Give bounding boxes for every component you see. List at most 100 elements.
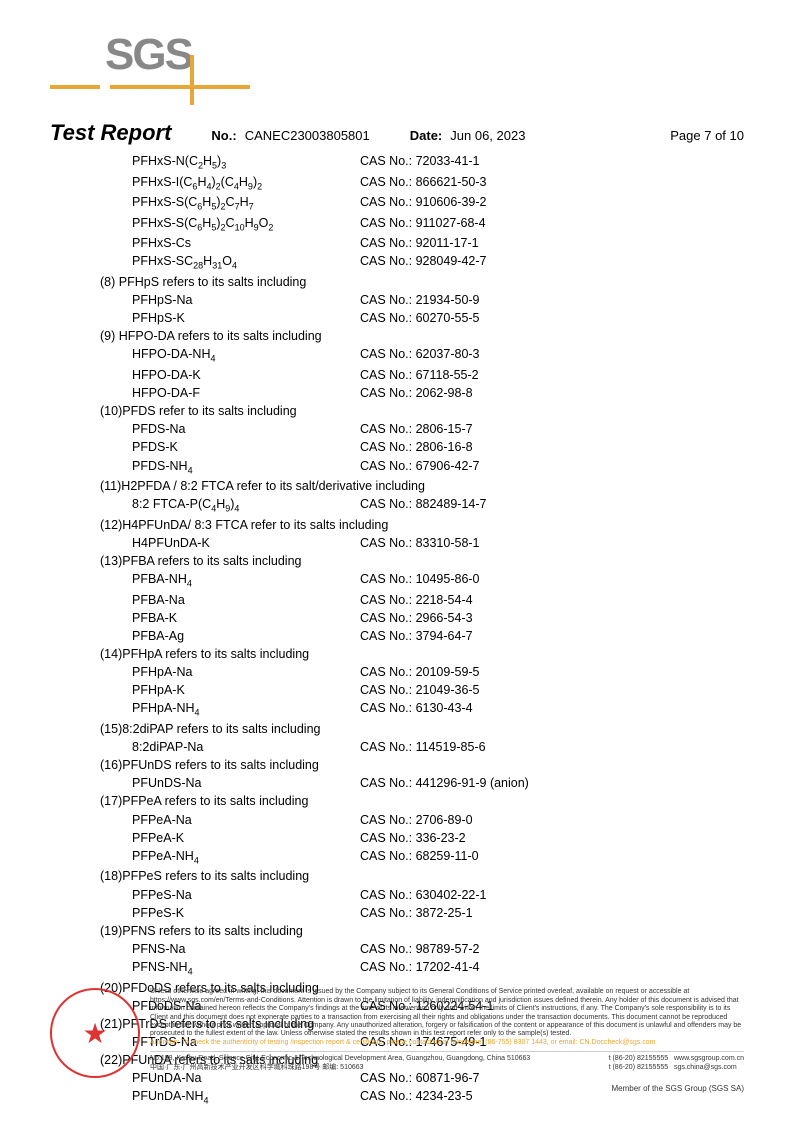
- cas-number: CAS No.: 6130-43-4: [360, 699, 473, 720]
- cas-number: CAS No.: 2062-98-8: [360, 384, 473, 402]
- member-line: Member of the SGS Group (SGS SA): [50, 1084, 744, 1094]
- section-head: (12)H4PFUnDA/ 8:3 FTCA refer to its salt…: [100, 516, 744, 534]
- cas-number: CAS No.: 2806-15-7: [360, 420, 473, 438]
- compound-name: PFDS-K: [100, 438, 360, 456]
- cas-number: CAS No.: 83310-58-1: [360, 534, 480, 552]
- cas-number: CAS No.: 630402-22-1: [360, 886, 486, 904]
- compound-name: PFHpA-K: [100, 681, 360, 699]
- cas-number: CAS No.: 67118-55-2: [360, 366, 479, 384]
- cas-number: CAS No.: 336-23-2: [360, 829, 466, 847]
- cas-number: CAS No.: 68259-11-0: [360, 847, 479, 868]
- compound-name: PFNS-Na: [100, 940, 360, 958]
- compound-name: PFDS-NH4: [100, 457, 360, 478]
- data-row: PFPeS-NaCAS No.: 630402-22-1: [100, 886, 744, 904]
- compound-name: PFHxS-S(C6H5)2C7H7: [100, 193, 360, 214]
- compound-name: PFHpA-NH4: [100, 699, 360, 720]
- compound-name: HFPO-DA-F: [100, 384, 360, 402]
- compound-name: HFPO-DA-K: [100, 366, 360, 384]
- compound-name: PFBA-Ag: [100, 627, 360, 645]
- compound-name: PFDS-Na: [100, 420, 360, 438]
- data-row: PFUnDS-NaCAS No.: 441296-91-9 (anion): [100, 774, 744, 792]
- data-row: 8:2diPAP-NaCAS No.: 114519-85-6: [100, 738, 744, 756]
- cas-number: CAS No.: 62037-80-3: [360, 345, 480, 366]
- data-row: HFPO-DA-FCAS No.: 2062-98-8: [100, 384, 744, 402]
- data-row: PFHxS-I(C6H4)2(C4H9)2CAS No.: 866621-50-…: [100, 173, 744, 194]
- compound-name: PFHpS-K: [100, 309, 360, 327]
- cas-number: CAS No.: 2218-54-4: [360, 591, 473, 609]
- cas-number: CAS No.: 866621-50-3: [360, 173, 486, 194]
- cas-number: CAS No.: 3872-25-1: [360, 904, 473, 922]
- compound-name: PFHpA-Na: [100, 663, 360, 681]
- compound-name: PFNS-NH4: [100, 958, 360, 979]
- compound-name: PFUnDS-Na: [100, 774, 360, 792]
- compound-name: PFHxS-N(C2H5)3: [100, 152, 360, 173]
- compound-name: 8:2diPAP-Na: [100, 738, 360, 756]
- tel1: t (86-20) 82155555: [609, 1055, 669, 1062]
- data-row: PFHpS-NaCAS No.: 21934-50-9: [100, 291, 744, 309]
- section-head: (11)H2PFDA / 8:2 FTCA refer to its salt/…: [100, 477, 744, 495]
- cas-number: CAS No.: 911027-68-4: [360, 214, 486, 235]
- compound-name: PFPeS-Na: [100, 886, 360, 904]
- cas-number: CAS No.: 67906-42-7: [360, 457, 480, 478]
- compound-name: PFBA-NH4: [100, 570, 360, 591]
- cas-number: CAS No.: 17202-41-4: [360, 958, 480, 979]
- date-label: Date:: [410, 128, 443, 143]
- cas-number: CAS No.: 20109-59-5: [360, 663, 480, 681]
- data-row: PFHpA-NH4CAS No.: 6130-43-4: [100, 699, 744, 720]
- cas-number: CAS No.: 910606-39-2: [360, 193, 486, 214]
- logo-area: SGS: [50, 30, 744, 100]
- compound-name: PFPeA-K: [100, 829, 360, 847]
- logo-bars: [50, 85, 290, 93]
- cas-number: CAS No.: 882489-14-7: [360, 495, 486, 516]
- data-row: PFHxS-CsCAS No.: 92011-17-1: [100, 234, 744, 252]
- cas-number: CAS No.: 3794-64-7: [360, 627, 473, 645]
- data-row: PFBA-KCAS No.: 2966-54-3: [100, 609, 744, 627]
- section-head: (10)PFDS refer to its salts including: [100, 402, 744, 420]
- compound-name: H4PFUnDA-K: [100, 534, 360, 552]
- report-title: Test Report: [50, 120, 171, 146]
- section-head: (13)PFBA refers to its salts including: [100, 552, 744, 570]
- footer-attention: Attention: To check the authenticity of …: [150, 1039, 744, 1047]
- cas-number: CAS No.: 92011-17-1: [360, 234, 479, 252]
- data-row: PFDS-KCAS No.: 2806-16-8: [100, 438, 744, 456]
- footer-disclaimer: Unless otherwise agreed in writing, this…: [150, 988, 744, 1038]
- data-row: PFHxS-S(C6H5)2C7H7CAS No.: 910606-39-2: [100, 193, 744, 214]
- cas-number: CAS No.: 10495-86-0: [360, 570, 480, 591]
- section-head: (16)PFUnDS refers to its salts including: [100, 756, 744, 774]
- data-row: PFNS-NaCAS No.: 98789-57-2: [100, 940, 744, 958]
- section-head: (8) PFHpS refers to its salts including: [100, 273, 744, 291]
- cas-number: CAS No.: 21049-36-5: [360, 681, 480, 699]
- section-head: (14)PFHpA refers to its salts including: [100, 645, 744, 663]
- compound-name: HFPO-DA-NH4: [100, 345, 360, 366]
- compound-name: PFHxS-S(C6H5)2C10H9O2: [100, 214, 360, 235]
- data-row: PFHpS-KCAS No.: 60270-55-5: [100, 309, 744, 327]
- section-head: (17)PFPeA refers to its salts including: [100, 792, 744, 810]
- web1: www.sgsgroup.com.cn: [674, 1055, 744, 1062]
- cas-number: CAS No.: 928049-42-7: [360, 252, 486, 273]
- page-number: Page 7 of 10: [670, 128, 744, 143]
- data-row: PFHxS-N(C2H5)3CAS No.: 72033-41-1: [100, 152, 744, 173]
- cas-number: CAS No.: 2966-54-3: [360, 609, 473, 627]
- data-row: HFPO-DA-KCAS No.: 67118-55-2: [100, 366, 744, 384]
- data-row: PFPeA-NH4CAS No.: 68259-11-0: [100, 847, 744, 868]
- header-row: Test Report No.: CANEC23003805801 Date: …: [50, 120, 744, 146]
- section-head: (9) HFPO-DA refers to its salts includin…: [100, 327, 744, 345]
- compound-name: PFBA-Na: [100, 591, 360, 609]
- compound-name: PFHxS-I(C6H4)2(C4H9)2: [100, 173, 360, 194]
- cas-number: CAS No.: 2706-89-0: [360, 811, 473, 829]
- compound-name: PFPeA-Na: [100, 811, 360, 829]
- cas-number: CAS No.: 60270-55-5: [360, 309, 480, 327]
- no-label: No.:: [211, 128, 236, 143]
- data-row: HFPO-DA-NH4CAS No.: 62037-80-3: [100, 345, 744, 366]
- compound-name: PFPeS-K: [100, 904, 360, 922]
- compound-name: PFHxS-Cs: [100, 234, 360, 252]
- sgs-logo: SGS: [105, 30, 192, 80]
- data-row: PFBA-AgCAS No.: 3794-64-7: [100, 627, 744, 645]
- addr-en: No.198, Kezhu Road, Science City, Econom…: [150, 1055, 530, 1063]
- data-row: PFBA-NH4CAS No.: 10495-86-0: [100, 570, 744, 591]
- data-row: PFHpA-NaCAS No.: 20109-59-5: [100, 663, 744, 681]
- compound-name: 8:2 FTCA-P(C4H9)4: [100, 495, 360, 516]
- section-head: (15)8:2diPAP refers to its salts includi…: [100, 720, 744, 738]
- cas-number: CAS No.: 2806-16-8: [360, 438, 473, 456]
- star-icon: ★: [82, 1017, 107, 1051]
